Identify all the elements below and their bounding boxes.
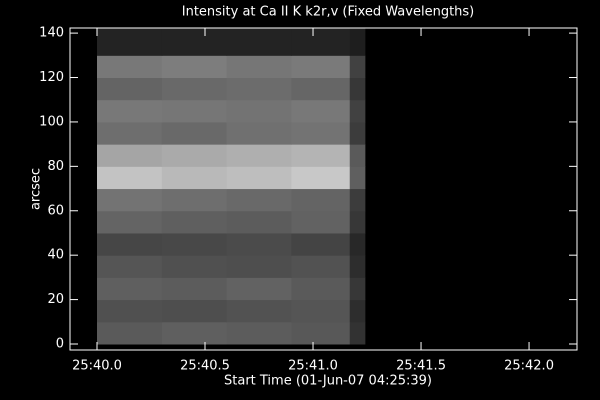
cell — [161, 144, 228, 167]
cell — [161, 99, 228, 123]
cell — [226, 188, 292, 212]
cell — [226, 99, 292, 123]
cell — [161, 210, 228, 234]
cell — [291, 121, 351, 145]
cell — [97, 299, 163, 323]
cell — [291, 277, 351, 301]
cell — [161, 188, 228, 212]
cell — [291, 77, 351, 101]
cell — [291, 255, 351, 278]
y-tick-label: 60 — [47, 203, 64, 218]
cell — [291, 321, 351, 345]
cell — [349, 144, 366, 167]
cell — [226, 77, 292, 101]
cell — [97, 99, 163, 123]
x-tick-label: 25:40.0 — [72, 359, 122, 374]
cell — [349, 188, 366, 212]
cell — [226, 28, 292, 56]
cell — [226, 144, 292, 167]
y-axis-label: arcsec — [29, 168, 44, 210]
y-tick-label: 100 — [39, 114, 64, 129]
cell — [97, 28, 163, 56]
cell — [161, 77, 228, 101]
x-tick-label: 25:42.0 — [504, 359, 554, 374]
cell — [226, 232, 292, 256]
cell — [291, 99, 351, 123]
cell — [97, 144, 163, 167]
cell — [291, 144, 351, 167]
chart-title: Intensity at Ca II K k2r,v (Fixed Wavele… — [182, 5, 475, 20]
cell — [291, 210, 351, 234]
cell — [161, 321, 228, 345]
cell — [349, 321, 366, 345]
cell — [291, 232, 351, 256]
cell — [349, 299, 366, 323]
y-tick-label: 140 — [39, 26, 64, 41]
cell — [226, 277, 292, 301]
cell — [226, 55, 292, 79]
x-tick-label: 25:41.5 — [396, 359, 446, 374]
cell — [291, 166, 351, 190]
cell — [349, 166, 366, 190]
cell — [226, 299, 292, 323]
cell — [161, 255, 228, 278]
cell — [161, 277, 228, 301]
cell — [97, 210, 163, 234]
cell — [349, 255, 366, 278]
y-tick-label: 20 — [47, 292, 64, 307]
x-axis-label: Start Time (01-Jun-07 04:25:39) — [224, 374, 432, 389]
cell — [161, 55, 228, 79]
cell — [161, 28, 228, 56]
cell — [226, 210, 292, 234]
cell — [349, 121, 366, 145]
cell — [349, 232, 366, 256]
plot-frame — [69, 27, 578, 351]
y-tick-label: 80 — [47, 159, 64, 174]
cell — [291, 188, 351, 212]
cell — [349, 28, 366, 56]
cell — [226, 166, 292, 190]
cell — [291, 55, 351, 79]
cell — [349, 99, 366, 123]
cell — [97, 321, 163, 345]
y-tick-label: 40 — [47, 248, 64, 263]
cell — [291, 28, 351, 56]
cell — [97, 166, 163, 190]
cell — [349, 55, 366, 79]
cell — [226, 121, 292, 145]
cell — [349, 277, 366, 301]
y-tick-label: 120 — [39, 70, 64, 85]
cell — [161, 166, 228, 190]
y-tick-label: 0 — [56, 337, 64, 352]
cell — [97, 55, 163, 79]
cell — [97, 77, 163, 101]
cell — [97, 232, 163, 256]
cell — [97, 121, 163, 145]
cell — [349, 210, 366, 234]
cell — [97, 255, 163, 278]
cell — [161, 232, 228, 256]
cell — [291, 299, 351, 323]
cell — [226, 321, 292, 345]
cell — [97, 277, 163, 301]
cell — [161, 299, 228, 323]
image — [97, 28, 366, 345]
cell — [226, 255, 292, 278]
x-tick-label: 25:40.5 — [180, 359, 230, 374]
cell — [349, 77, 366, 101]
cell — [97, 188, 163, 212]
x-tick-label: 25:41.0 — [288, 359, 338, 374]
cell — [161, 121, 228, 145]
